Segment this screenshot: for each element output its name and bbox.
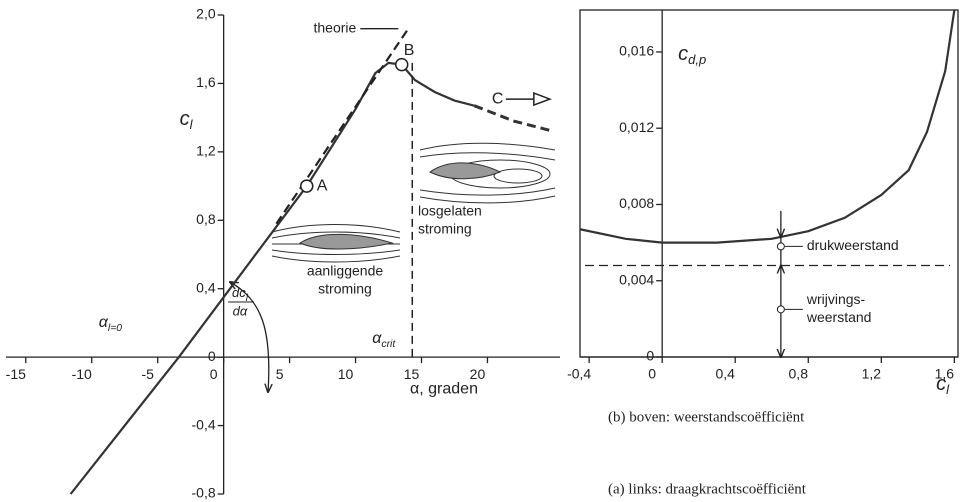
slope-num-sub: l — [246, 293, 249, 304]
y-axis-label-sub: l — [190, 117, 194, 132]
y-tick-label: 0,004 — [619, 271, 654, 287]
point-label: A — [317, 177, 328, 194]
y-axis-label-main: c — [678, 43, 688, 65]
caption: (a) links: draagkrachtscoëfficiënt — [608, 481, 807, 497]
attached-flow-sketch — [271, 224, 401, 263]
annotation-label: wrijvings- — [806, 291, 866, 307]
y-tick-label: 1,2 — [196, 143, 216, 159]
y-tick-label: 1,6 — [196, 74, 216, 90]
annotation-label: weerstand — [806, 309, 872, 325]
y-tick-label: 0,8 — [196, 211, 216, 227]
separated-flow-sketch — [419, 142, 556, 204]
x-axis-label-sub: l — [946, 382, 950, 397]
annotation-marker — [776, 242, 785, 251]
zero-lift-label: αl=0 — [99, 314, 123, 333]
y-tick-label: -0,8 — [192, 485, 216, 501]
point-label: B — [404, 42, 415, 59]
x-tick-label: 1,6 — [935, 366, 955, 382]
crit-label-sub: crit — [381, 339, 396, 350]
y-axis-label: cl — [180, 108, 194, 132]
x-tick-label: 5 — [276, 366, 284, 382]
slope-label: dcl — [232, 285, 249, 303]
curve — [473, 104, 554, 133]
x-tick-label: -10 — [72, 366, 92, 382]
c-arrow — [505, 91, 552, 107]
x-axis-label: cl — [936, 373, 950, 397]
x-tick-label: 0,8 — [789, 366, 809, 382]
zero-lift-label-main: α — [99, 314, 109, 331]
crit-label-main: α — [372, 330, 382, 347]
x-tick-label: -15 — [6, 366, 26, 382]
y-tick-label: 0,4 — [196, 279, 216, 295]
curve — [69, 61, 475, 495]
slope-arrow — [230, 282, 269, 392]
annotation-marker — [776, 305, 785, 314]
x-tick-label: 0 — [210, 366, 218, 382]
y-tick-label: 0 — [208, 348, 216, 364]
curve — [275, 28, 410, 225]
annotation-label: drukweerstand — [807, 237, 899, 253]
x-tick-label: 10 — [338, 366, 354, 382]
y-tick-label: 0,012 — [619, 119, 654, 135]
zero-lift-label-sub: l=0 — [108, 323, 122, 334]
y-axis-label: cd,p — [678, 43, 706, 67]
crit-label: αcrit — [372, 330, 396, 349]
point-marker — [299, 179, 314, 193]
y-tick-label: 2,0 — [196, 6, 216, 22]
x-tick-label: 1,2 — [862, 366, 882, 382]
x-tick-label: 20 — [470, 366, 486, 382]
y-axis-label-sub: d,p — [688, 52, 706, 67]
slope-num: dc — [232, 285, 246, 300]
slope-den: dα — [233, 303, 248, 318]
flow-label: stroming — [418, 221, 472, 237]
flow-label: stroming — [318, 281, 372, 297]
caption: (b) boven: weerstandscoëfficiënt — [608, 409, 805, 425]
flow-label: losgelaten — [418, 203, 482, 219]
x-tick-label: 0,4 — [715, 366, 735, 382]
plot-frame — [579, 9, 959, 358]
y-tick-label: 0 — [646, 348, 654, 364]
x-tick-label: -0,4 — [567, 366, 591, 382]
flow-label: aanliggende — [307, 263, 384, 279]
c-label: C — [492, 90, 504, 107]
y-axis-label-main: c — [180, 108, 190, 130]
y-tick-label: -0,4 — [192, 416, 216, 432]
x-tick-label: -5 — [141, 366, 154, 382]
x-axis-label-main: c — [936, 373, 946, 395]
theory-label: theorie — [313, 19, 356, 35]
x-tick-label: 15 — [404, 366, 420, 382]
x-axis-label: α, graden — [410, 380, 478, 397]
y-tick-label: 0,008 — [619, 195, 654, 211]
x-tick-label: 0 — [648, 366, 656, 382]
y-tick-label: 0,016 — [619, 43, 654, 59]
curve — [579, 9, 956, 244]
point-marker — [394, 57, 409, 72]
